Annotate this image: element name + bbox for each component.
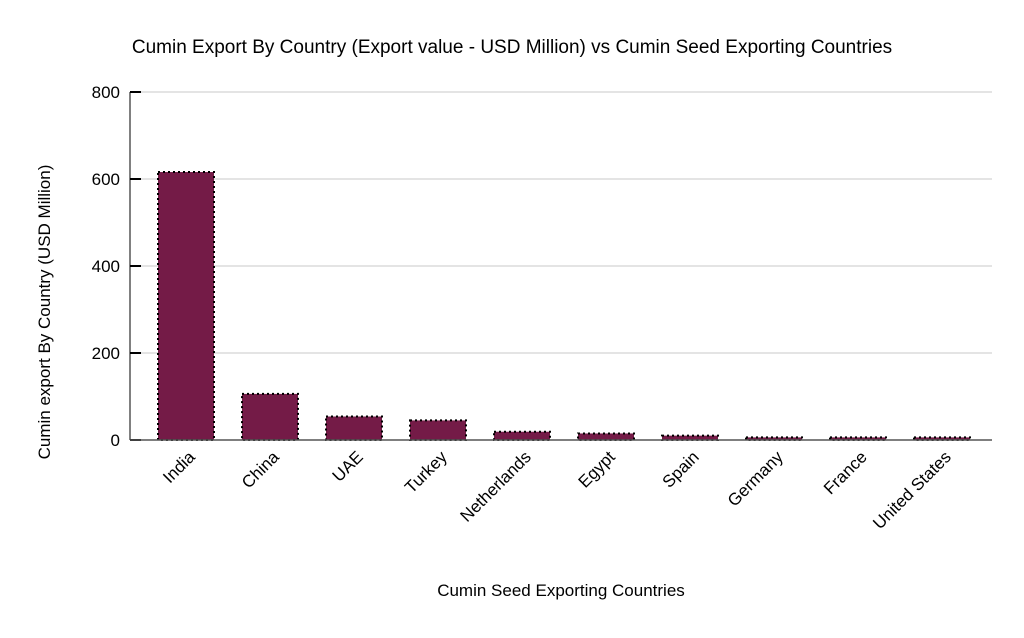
- x-tick-label: India: [159, 447, 199, 487]
- y-axis-label: Cumin export By Country (USD Million): [35, 165, 54, 460]
- x-tick-label: Turkey: [401, 447, 451, 497]
- y-tick-label: 0: [111, 431, 120, 450]
- chart-title: Cumin Export By Country (Export value - …: [132, 37, 892, 58]
- x-axis-label: Cumin Seed Exporting Countries: [437, 581, 685, 600]
- x-tick-label: UAE: [329, 447, 367, 485]
- x-tick-label: France: [820, 447, 871, 498]
- bar-china: [241, 392, 299, 442]
- x-tick-label: Germany: [724, 447, 787, 510]
- bar-egypt: [577, 432, 635, 442]
- x-tick-label: Spain: [659, 447, 703, 491]
- bar-uae: [325, 415, 383, 442]
- y-tick-label: 600: [92, 170, 120, 189]
- y-tick-label: 800: [92, 83, 120, 102]
- y-tick-label: 400: [92, 257, 120, 276]
- x-tick-label: United States: [869, 447, 955, 533]
- bar-spain: [661, 434, 719, 441]
- bar-turkey: [409, 419, 467, 441]
- y-tick-label: 200: [92, 344, 120, 363]
- bar-india: [157, 171, 215, 441]
- x-tick-label: Netherlands: [457, 447, 535, 525]
- bar-netherlands: [493, 430, 551, 441]
- x-tick-label: China: [238, 447, 283, 492]
- x-tick-label: Egypt: [575, 447, 619, 491]
